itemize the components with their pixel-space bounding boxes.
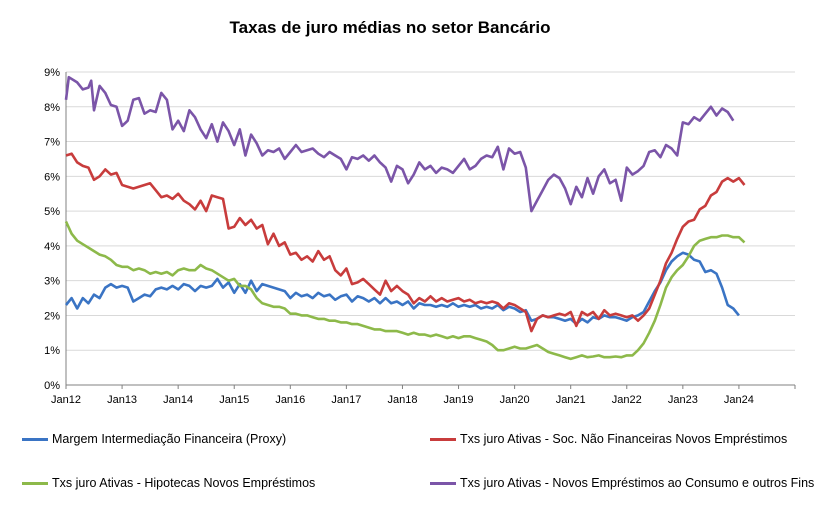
y-tick-label: 0%	[44, 380, 60, 392]
x-tick-labels: Jan12 Jan13 Jan14 Jan15 Jan16 Jan17 Jan18 Jan19…	[51, 394, 754, 406]
x-tick-label: Jan13	[107, 394, 137, 406]
x-tick-label: Jan12	[51, 394, 81, 406]
series-line-1	[64, 251, 740, 326]
series-lines	[64, 75, 746, 361]
series-line-4	[64, 75, 735, 213]
y-tick-label: 4%	[44, 241, 60, 253]
x-tick-label: Jan24	[724, 394, 754, 406]
legend-label: Margem Intermediação Financeira (Proxy)	[52, 432, 287, 446]
legend-label: Txs juro Ativas - Novos Empréstimos ao C…	[460, 476, 815, 490]
chart-title: Taxas de juro médias no setor Bancário	[229, 18, 551, 37]
y-tick-label: 5%	[44, 206, 60, 218]
y-tick-label: 8%	[44, 102, 60, 114]
y-tick-label: 7%	[44, 137, 60, 149]
legend-swatch	[22, 481, 48, 485]
y-tick-labels: 0% 1% 2% 3% 4% 5% 6% 7% 8% 9%	[44, 67, 60, 392]
legend-swatch	[22, 437, 48, 441]
legend-swatch	[430, 481, 456, 485]
x-tick-label: Jan21	[556, 394, 586, 406]
x-tick-label: Jan19	[444, 394, 474, 406]
legend-swatch	[430, 437, 456, 441]
legend-item: Margem Intermediação Financeira (Proxy)	[22, 432, 286, 446]
x-tick-label: Jan15	[219, 394, 249, 406]
x-tick-label: Jan16	[275, 394, 305, 406]
y-tick-label: 1%	[44, 345, 60, 357]
legend-item: Txs juro Ativas - Hipotecas Novos Emprés…	[22, 476, 315, 490]
y-tick-label: 9%	[44, 67, 60, 79]
legend-label: Txs juro Ativas - Hipotecas Novos Emprés…	[52, 476, 316, 490]
x-tick-label: Jan22	[612, 394, 642, 406]
x-tick-label: Jan23	[668, 394, 698, 406]
series-line-3	[64, 220, 746, 361]
x-tick-label: Jan20	[500, 394, 530, 406]
y-tick-label: 3%	[44, 276, 60, 288]
x-tick-label: Jan17	[331, 394, 361, 406]
axes	[65, 72, 796, 389]
x-tick-label: Jan18	[387, 394, 417, 406]
y-tick-label: 6%	[44, 171, 60, 183]
legend-item: Txs juro Ativas - Novos Empréstimos ao C…	[430, 476, 814, 490]
series-line-2	[65, 152, 746, 333]
gridlines	[66, 71, 795, 351]
legend-label: Txs juro Ativas - Soc. Não Financeiras N…	[460, 432, 788, 446]
legend-item: Txs juro Ativas - Soc. Não Financeiras N…	[430, 432, 787, 446]
x-tick-label: Jan14	[163, 394, 193, 406]
y-tick-label: 2%	[44, 310, 60, 322]
